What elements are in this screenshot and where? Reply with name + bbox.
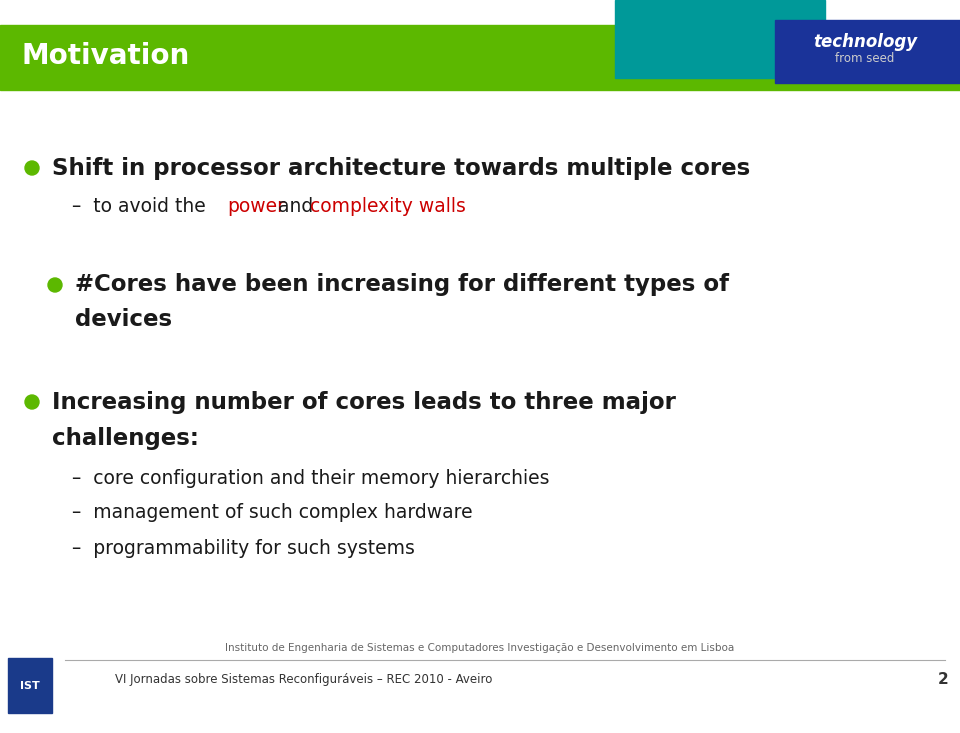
Text: –  core configuration and their memory hierarchies: – core configuration and their memory hi…: [72, 468, 549, 487]
Text: –  programmability for such systems: – programmability for such systems: [72, 539, 415, 558]
Text: Increasing number of cores leads to three major: Increasing number of cores leads to thre…: [52, 391, 676, 413]
Text: –  management of such complex hardware: – management of such complex hardware: [72, 504, 472, 523]
Text: devices: devices: [75, 309, 172, 331]
Text: 2: 2: [938, 672, 948, 688]
Text: Shift in processor architecture towards multiple cores: Shift in processor architecture towards …: [52, 157, 751, 180]
Bar: [0, 83, 960, 90]
Text: Motivation: Motivation: [22, 42, 190, 70]
Circle shape: [48, 278, 62, 292]
Text: from seed: from seed: [835, 51, 895, 65]
Text: technology: technology: [813, 33, 917, 51]
Text: –  to avoid the: – to avoid the: [72, 197, 212, 216]
Circle shape: [25, 161, 39, 175]
Circle shape: [25, 395, 39, 409]
Text: VI Jornadas sobre Sistemas Reconfiguráveis – REC 2010 - Aveiro: VI Jornadas sobre Sistemas Reconfiguráve…: [115, 674, 492, 687]
Bar: [8, 658, 52, 713]
Text: challenges:: challenges:: [52, 427, 199, 449]
Text: complexity walls: complexity walls: [310, 197, 466, 216]
Bar: [615, 0, 825, 78]
Text: and: and: [272, 197, 320, 216]
Text: power: power: [227, 197, 285, 216]
Text: #Cores have been increasing for different types of: #Cores have been increasing for differen…: [75, 273, 729, 297]
Text: IST: IST: [20, 681, 40, 691]
Bar: [0, 25, 960, 83]
Bar: [775, 20, 960, 83]
Text: Instituto de Engenharia de Sistemas e Computadores Investigação e Desenvolviment: Instituto de Engenharia de Sistemas e Co…: [226, 643, 734, 653]
